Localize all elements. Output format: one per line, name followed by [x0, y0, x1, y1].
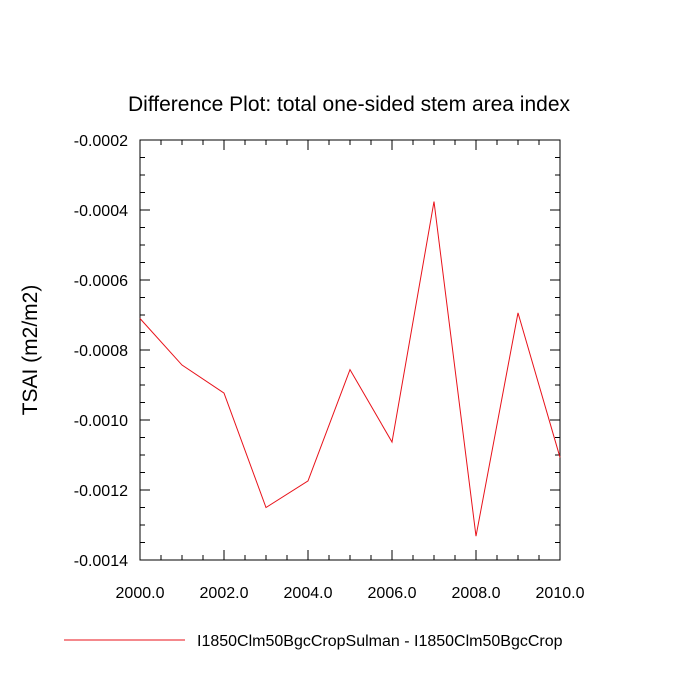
y-tick-label: -0.0004 — [74, 203, 128, 220]
y-tick-label: -0.0008 — [74, 343, 128, 360]
series-line-0 — [139, 201, 561, 537]
x-tick-label: 2004.0 — [284, 585, 333, 602]
y-tick-label: -0.0012 — [74, 483, 128, 500]
series-layer — [139, 201, 561, 537]
plot-frame — [139, 139, 561, 561]
y-tick-label: -0.0014 — [74, 553, 128, 570]
y-tick-label: -0.0006 — [74, 273, 128, 290]
x-tick-label: 2006.0 — [368, 585, 417, 602]
legend-entry-label: I1850Clm50BgcCropSulman - I1850Clm50BgcC… — [197, 633, 563, 650]
legend: I1850Clm50BgcCropSulman - I1850Clm50BgcC… — [64, 633, 563, 650]
chart-title: Difference Plot: total one-sided stem ar… — [128, 93, 571, 116]
x-tick-label: 2000.0 — [116, 585, 165, 602]
y-tick-label: -0.0010 — [74, 413, 128, 430]
x-tick-label: 2010.0 — [536, 585, 585, 602]
axis-ticks — [139, 139, 561, 561]
axis-tick-labels: 2000.0 2002.0 2004.0 2006.0 2008.0 2010.0 -0.0… — [74, 133, 585, 602]
y-axis-label: TSAI (m2/m2) — [19, 285, 42, 416]
y-tick-label: -0.0002 — [74, 133, 128, 150]
x-tick-label: 2008.0 — [452, 585, 501, 602]
x-tick-label: 2002.0 — [200, 585, 249, 602]
